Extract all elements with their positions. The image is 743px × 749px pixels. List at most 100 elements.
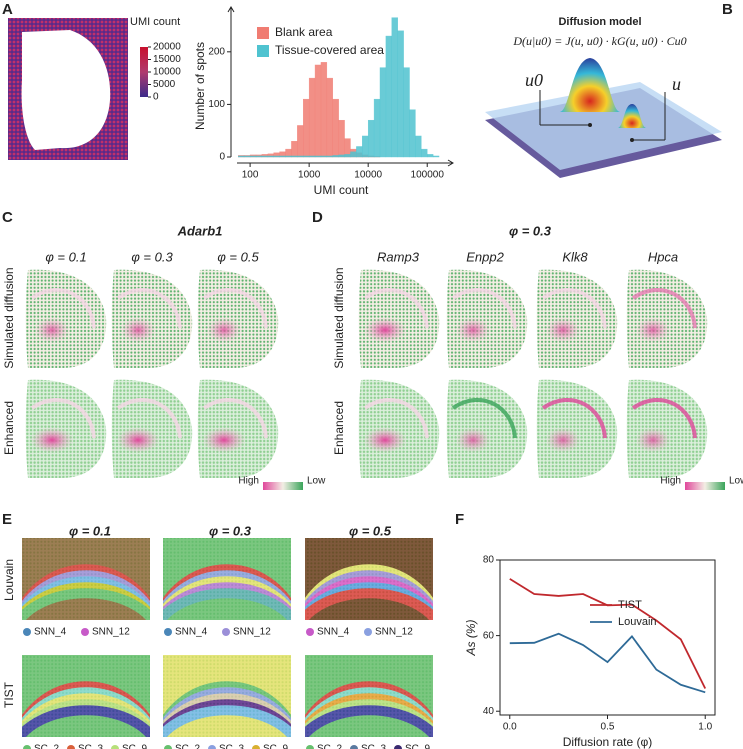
section-map [111, 269, 193, 368]
expression [206, 317, 242, 343]
scale-bar [263, 482, 303, 490]
layer [116, 287, 182, 329]
expression [34, 317, 70, 343]
y-tick-label: 100 [208, 99, 225, 110]
histogram-bar [308, 77, 316, 158]
expression [202, 427, 246, 453]
legend-label: SNN_12 [92, 627, 130, 638]
x-axis [237, 159, 454, 167]
section [446, 269, 528, 368]
legend-label: SC_2 [175, 744, 200, 749]
expression [635, 317, 671, 343]
series-line [509, 578, 707, 689]
x-tick-label: 100 [242, 170, 259, 181]
section-map [25, 379, 107, 478]
maps [22, 269, 708, 737]
expression [545, 427, 581, 453]
histogram-bar [391, 17, 398, 158]
layer [116, 397, 182, 439]
legend-label: SC_9 [122, 744, 147, 749]
histogram-bar [314, 64, 322, 158]
legend-label: SC_2 [317, 744, 342, 749]
phi-title: φ = 0.3 [509, 223, 552, 238]
histogram-bar [403, 67, 410, 158]
panel-label: E [2, 511, 12, 528]
phi-label: φ = 0.1 [45, 249, 86, 264]
decoration [8, 18, 725, 490]
formula: D(u|u0) = J(u, u0) · kG(u, u0) · Cu0 [512, 34, 686, 48]
histogram-bar [356, 146, 363, 158]
section [197, 379, 279, 478]
u-label: u [672, 74, 681, 94]
peak-small [618, 104, 646, 128]
section [25, 379, 107, 478]
histogram-bar [326, 77, 333, 158]
legend-low: Low [729, 476, 743, 487]
histogram-bar [238, 155, 245, 158]
phi-label: φ = 0.5 [217, 249, 259, 264]
legend-label: SC_9 [405, 744, 430, 749]
layer [541, 287, 607, 329]
section [536, 379, 618, 478]
legend-dot [306, 745, 314, 749]
row-label: Simulated diffusion [332, 267, 346, 368]
y-axis-title: As (%) [464, 619, 478, 656]
legend-dot [364, 628, 372, 636]
legend-dot [67, 745, 75, 749]
legend-label: SNN_4 [175, 627, 208, 638]
legend-dot [252, 745, 260, 749]
histogram-bar [291, 155, 298, 158]
section [446, 379, 528, 478]
row-label: Enhanced [2, 401, 16, 455]
gene-label: Enpp2 [466, 249, 504, 264]
histogram-bar [279, 155, 286, 158]
histogram-bar [314, 155, 322, 158]
expression [120, 317, 156, 343]
histogram-bar [427, 154, 434, 158]
histogram-bar [397, 30, 404, 158]
section-map [626, 269, 708, 368]
colorbar-tick-label: 0 [153, 92, 159, 103]
row-label: Simulated diffusion [2, 267, 16, 368]
scale-bar [685, 482, 725, 490]
section-map [25, 269, 107, 368]
y-tick-label: 80 [483, 555, 495, 566]
legend-dot [394, 745, 402, 749]
expression [363, 427, 407, 453]
histogram-bar [367, 119, 375, 158]
histogram-bar [350, 151, 357, 158]
histogram-bar [267, 155, 274, 158]
legend-label: TIST [618, 599, 642, 611]
histogram-bar [326, 155, 333, 158]
legend-dot [23, 745, 31, 749]
x-axis-title: UMI count [314, 183, 369, 197]
histogram-bar [297, 155, 304, 158]
y-axis-title: Number of spots [193, 42, 207, 130]
row-label: Louvain [2, 559, 16, 601]
histogram-bar [320, 62, 328, 158]
legend-high: High [238, 476, 259, 487]
panel-label: A [2, 1, 13, 18]
expression [30, 427, 74, 453]
legend-label: SC_9 [263, 744, 288, 749]
legend-dot [222, 628, 230, 636]
phi-label: φ = 0.1 [69, 523, 111, 538]
section-map [536, 379, 618, 478]
legend-dot [164, 628, 172, 636]
panel-label: D [312, 209, 323, 226]
series-line [509, 632, 706, 694]
phi-label: φ = 0.3 [209, 523, 252, 538]
cluster-map [305, 538, 433, 620]
histogram-bar [255, 155, 263, 158]
panel-label: B [722, 1, 733, 18]
x-tick-label: 100000 [411, 170, 445, 181]
x-tick-label: 1000 [298, 170, 321, 181]
expression [545, 317, 581, 343]
layer [202, 287, 268, 329]
hex-texture [22, 655, 150, 737]
expression [116, 427, 160, 453]
legend-dot [208, 745, 216, 749]
section-map [626, 379, 708, 478]
histogram-bar [332, 98, 339, 158]
legend-dot [23, 628, 31, 636]
